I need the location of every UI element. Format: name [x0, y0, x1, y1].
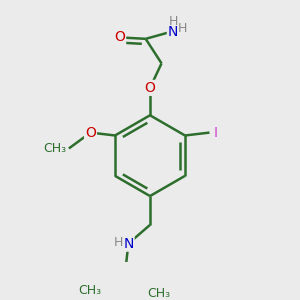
Text: O: O — [114, 30, 125, 44]
Text: N: N — [168, 25, 178, 39]
Text: H: H — [168, 15, 178, 28]
Text: H: H — [178, 22, 187, 35]
Text: CH₃: CH₃ — [78, 284, 101, 297]
Text: I: I — [214, 126, 218, 140]
Text: CH₃: CH₃ — [147, 287, 170, 300]
Text: CH₃: CH₃ — [43, 142, 66, 155]
Text: O: O — [145, 81, 155, 95]
Text: N: N — [123, 237, 134, 251]
Text: O: O — [85, 126, 96, 140]
Text: H: H — [114, 236, 123, 249]
